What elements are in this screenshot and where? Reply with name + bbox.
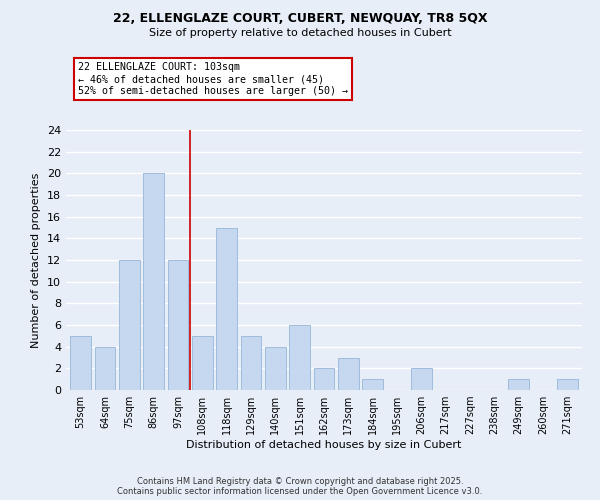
Bar [192, 336, 212, 390]
Bar [289, 325, 310, 390]
Bar [119, 260, 140, 390]
Text: Contains public sector information licensed under the Open Government Licence v3: Contains public sector information licen… [118, 488, 482, 496]
Bar [70, 336, 91, 390]
Bar [557, 379, 578, 390]
Bar [143, 174, 164, 390]
Bar [362, 379, 383, 390]
Bar [411, 368, 432, 390]
Bar [95, 346, 115, 390]
Bar [265, 346, 286, 390]
Y-axis label: Number of detached properties: Number of detached properties [31, 172, 41, 348]
Text: Size of property relative to detached houses in Cubert: Size of property relative to detached ho… [149, 28, 451, 38]
Bar [338, 358, 359, 390]
Bar [167, 260, 188, 390]
Bar [241, 336, 262, 390]
Text: Contains HM Land Registry data © Crown copyright and database right 2025.: Contains HM Land Registry data © Crown c… [137, 478, 463, 486]
Text: 22 ELLENGLAZE COURT: 103sqm
← 46% of detached houses are smaller (45)
52% of sem: 22 ELLENGLAZE COURT: 103sqm ← 46% of det… [78, 62, 348, 96]
Text: 22, ELLENGLAZE COURT, CUBERT, NEWQUAY, TR8 5QX: 22, ELLENGLAZE COURT, CUBERT, NEWQUAY, T… [113, 12, 487, 26]
Bar [314, 368, 334, 390]
Bar [216, 228, 237, 390]
Bar [508, 379, 529, 390]
X-axis label: Distribution of detached houses by size in Cubert: Distribution of detached houses by size … [187, 440, 461, 450]
